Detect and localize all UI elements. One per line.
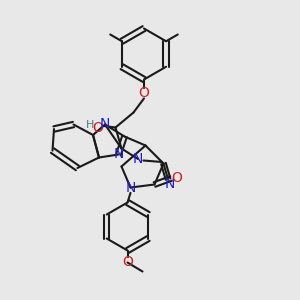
Text: O: O	[122, 256, 133, 269]
Text: N: N	[164, 178, 175, 191]
Text: N: N	[125, 181, 136, 194]
Text: O: O	[172, 172, 182, 185]
Text: O: O	[93, 121, 104, 134]
Text: O: O	[139, 86, 149, 100]
Text: H: H	[86, 119, 94, 130]
Text: N: N	[100, 118, 110, 131]
Text: N: N	[133, 152, 143, 166]
Text: N: N	[113, 148, 124, 161]
